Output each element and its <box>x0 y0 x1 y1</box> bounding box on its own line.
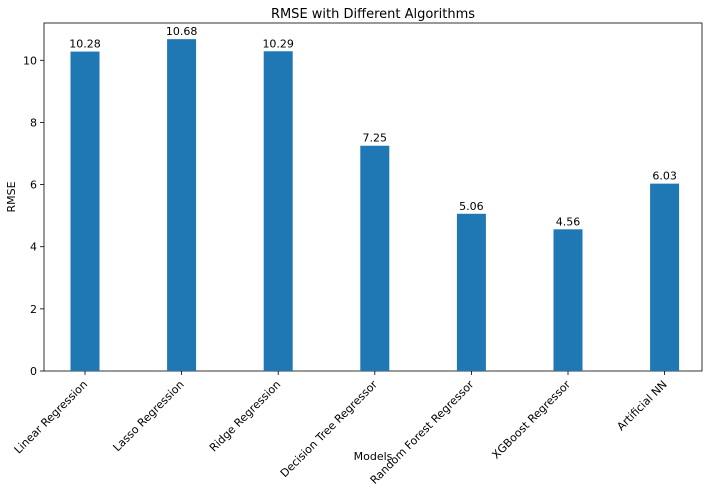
plot-area: 0 2 4 6 8 10 Linear Regression Lasso Regressio… <box>12 22 703 487</box>
data-label: 4.56 <box>556 215 581 228</box>
y-tick-label: 6 <box>30 179 37 192</box>
x-tick-label: Artificial NN <box>614 378 669 433</box>
data-label: 10.28 <box>69 38 101 51</box>
y-tick-label: 2 <box>30 303 37 316</box>
x-tick-label: Decision Tree Regressor <box>278 378 380 480</box>
x-tick-label: Ridge Regression <box>207 378 283 454</box>
x-ticks <box>84 371 665 375</box>
y-ticks <box>40 59 44 372</box>
bar <box>263 51 293 372</box>
bars-group <box>70 39 680 372</box>
x-tick-label: Linear Regression <box>12 378 90 456</box>
y-tick-label: 10 <box>23 54 37 67</box>
y-tick-labels: 0 2 4 6 8 10 <box>23 54 37 378</box>
data-labels: 10.28 10.68 10.29 7.25 5.06 4.56 6.03 <box>69 25 677 228</box>
x-tick-label: Lasso Regression <box>111 378 187 454</box>
data-label: 6.03 <box>652 170 677 183</box>
bar <box>360 145 390 371</box>
y-axis-title: RMSE <box>5 181 18 212</box>
data-label: 7.25 <box>363 132 388 145</box>
bar <box>167 39 197 372</box>
chart-title: RMSE with Different Algorithms <box>271 7 475 22</box>
bar <box>70 51 100 371</box>
data-label: 5.06 <box>459 200 484 213</box>
y-tick-label: 4 <box>30 241 37 254</box>
y-tick-label: 8 <box>30 116 37 129</box>
bar <box>553 229 583 371</box>
data-label: 10.29 <box>262 37 294 50</box>
bar <box>456 213 486 371</box>
x-tick-label: Random Forest Regressor <box>368 378 477 487</box>
y-tick-label: 0 <box>30 365 37 378</box>
x-axis-title: Models <box>354 450 393 463</box>
data-label: 10.68 <box>166 25 198 38</box>
bar <box>650 183 680 371</box>
x-tick-label: XGBoost Regressor <box>489 378 573 462</box>
x-tick-labels: Linear Regression Lasso Regression Ridge R… <box>12 378 670 487</box>
